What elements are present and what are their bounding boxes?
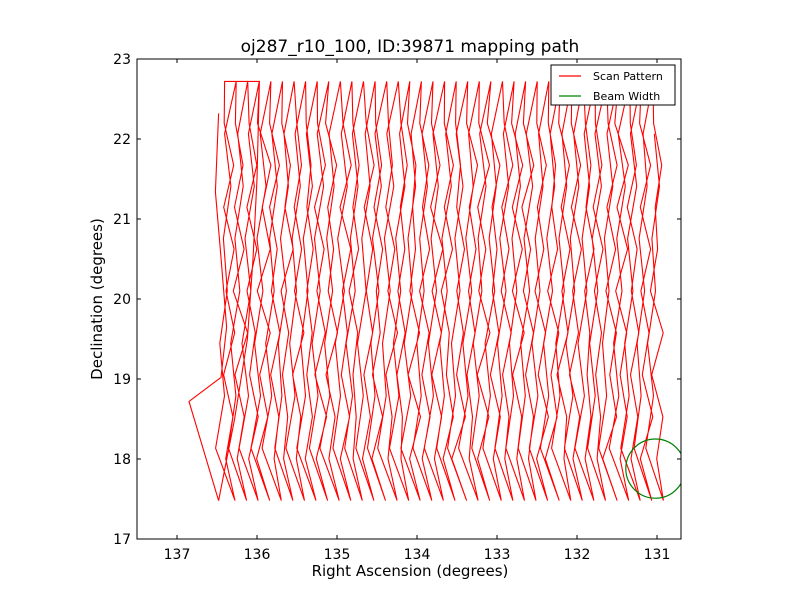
y-axis: 17 18 19 20 21 22 23 <box>113 52 681 548</box>
scan-pattern-series <box>188 80 664 501</box>
chart-title: oj287_r10_100, ID:39871 mapping path <box>241 37 580 57</box>
legend-label-scan-pattern: Scan Pattern <box>593 70 663 83</box>
y-tick-label: 20 <box>113 292 131 308</box>
x-tick-label: 134 <box>404 547 431 563</box>
legend-box <box>550 64 676 106</box>
x-axis: 137 136 135 134 133 132 131 <box>164 59 671 563</box>
x-tick-label: 137 <box>164 547 191 563</box>
scan-pattern-line <box>188 80 664 501</box>
x-tick-label: 136 <box>244 547 271 563</box>
y-tick-label: 18 <box>113 452 131 468</box>
y-axis-label: Declination (degrees) <box>88 218 106 380</box>
legend: Scan Pattern Beam Width <box>550 64 676 106</box>
y-tick-label: 21 <box>113 212 131 228</box>
x-tick-label: 131 <box>644 547 671 563</box>
beam-width-circle <box>625 438 681 499</box>
beam-width-series <box>625 438 681 499</box>
legend-label-beam-width: Beam Width <box>593 90 660 103</box>
x-tick-label: 133 <box>484 547 511 563</box>
x-axis-label: Right Ascension (degrees) <box>312 562 509 580</box>
y-tick-label: 22 <box>113 132 131 148</box>
x-tick-label: 135 <box>324 547 351 563</box>
x-tick-label: 132 <box>564 547 591 563</box>
y-tick-label: 19 <box>113 372 131 388</box>
y-tick-label: 23 <box>113 52 131 68</box>
y-tick-label: 17 <box>113 532 131 548</box>
